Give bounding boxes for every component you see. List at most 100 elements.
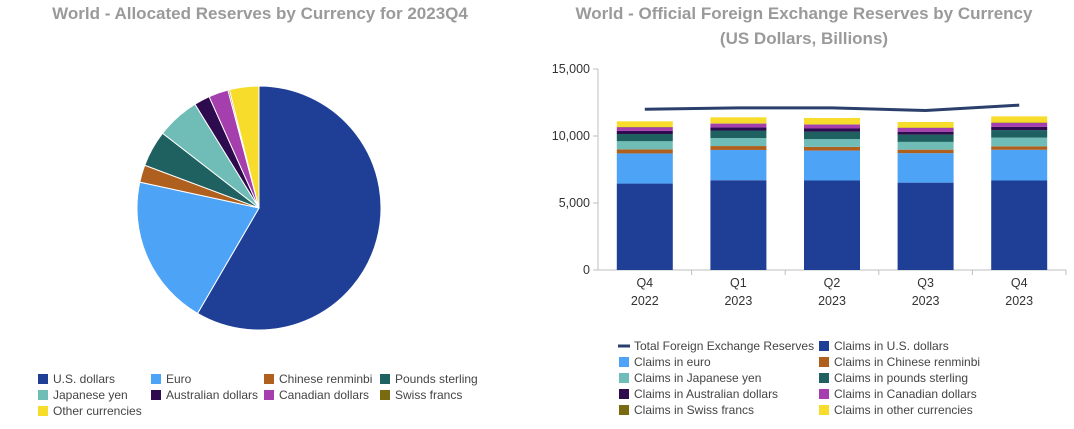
total-reserves-line — [644, 103, 1020, 113]
bar-segment-claims-in-euro — [616, 153, 673, 184]
pie-legend-label: Australian dollars — [166, 388, 258, 402]
pie-legend-label: U.S. dollars — [53, 372, 115, 386]
bar-segment-claims-in-canadian-dollars — [616, 127, 673, 131]
bar-segment-claims-in-australian-dollars — [804, 128, 860, 132]
bar-legend-label: Claims in U.S. dollars — [834, 339, 949, 353]
pie-legend-swatch — [151, 390, 161, 400]
pie-legend: U.S. dollars Euro Chinese renminbi Pounds s… — [38, 372, 478, 418]
pie-slice-u-s-dollars — [196, 85, 382, 331]
bar-segment-claims-in-other-currencies — [616, 121, 673, 127]
bar-segment-claims-in-other-currencies — [991, 116, 1048, 123]
bar-legend-swatch — [819, 389, 829, 399]
bar-segment-claims-in-u-s-dollars — [616, 183, 673, 270]
bar-segment-claims-in-canadian-dollars — [804, 124, 860, 129]
pie-legend-swatch — [38, 390, 48, 400]
bar-legend-swatch — [619, 357, 629, 367]
bar-legend-item-claims-in-pounds-sterling: Claims in pounds sterling — [819, 371, 968, 385]
pie-legend-label: Chinese renminbi — [279, 372, 372, 386]
pie-legend-label: Swiss francs — [395, 388, 462, 402]
bar-segment-claims-in-chinese-renminbi — [991, 146, 1048, 150]
bar-legend-label: Claims in pounds sterling — [834, 371, 968, 385]
pie-legend-swatch — [38, 374, 48, 384]
bar-legend-label: Claims in Chinese renminbi — [834, 355, 980, 369]
pie-legend-label: Pounds sterling — [395, 372, 478, 386]
bar-chart-title: World - Official Foreign Exchange Reserv… — [576, 4, 1033, 23]
bar-segment-claims-in-pounds-sterling — [710, 130, 767, 139]
bar-segment-claims-in-euro — [991, 149, 1048, 181]
bar-segment-claims-in-other-currencies — [710, 117, 767, 124]
pie-slice-other-currencies — [228, 85, 260, 209]
x-tick-label-year: 2023 — [912, 294, 940, 308]
bar-segment-claims-in-u-s-dollars — [710, 180, 767, 270]
y-tick-label: 10,000 — [552, 129, 590, 143]
bar-legend-swatch — [619, 373, 629, 383]
bar-segment-claims-in-canadian-dollars — [897, 127, 954, 132]
bar-segment-claims-in-other-currencies — [897, 122, 954, 128]
pie-legend-label: Other currencies — [53, 404, 142, 418]
x-tick-label-year: 2022 — [631, 294, 659, 308]
bar-segment-claims-in-australian-dollars — [897, 131, 954, 135]
pie-legend-item-australian-dollars: Australian dollars — [151, 388, 258, 402]
bar-segment-claims-in-japanese-yen — [710, 138, 767, 147]
bar-segment-claims-in-u-s-dollars — [897, 182, 954, 270]
x-tick-label-year: 2023 — [1005, 294, 1033, 308]
bar-legend-label: Claims in other currencies — [834, 403, 973, 417]
pie-legend-item-other-currencies: Other currencies — [38, 404, 142, 418]
bar-legend-swatch — [619, 389, 629, 399]
bar-segment-claims-in-japanese-yen — [991, 137, 1048, 147]
bar-segment-claims-in-australian-dollars — [710, 127, 767, 131]
bar-segment-claims-in-japanese-yen — [804, 139, 860, 147]
bar-segment-claims-in-euro — [804, 150, 860, 181]
bar-legend-item-claims-in-japanese-yen: Claims in Japanese yen — [619, 371, 761, 385]
bar-legend-item-claims-in-chinese-renminbi: Claims in Chinese renminbi — [819, 355, 980, 369]
bar-segment-claims-in-japanese-yen — [897, 141, 954, 150]
pie-legend-item-pounds-sterling: Pounds sterling — [380, 372, 478, 386]
bar-legend: Total Foreign Exchange Reserves Claims in… — [618, 339, 980, 417]
pie-legend-swatch — [151, 374, 161, 384]
bar-legend-item-claims-in-euro: Claims in euro — [619, 355, 711, 369]
bar-segment-claims-in-australian-dollars — [991, 126, 1048, 131]
bar-legend-label: Claims in euro — [634, 355, 711, 369]
pie-legend-swatch — [380, 390, 390, 400]
y-tick-label: 0 — [583, 263, 590, 277]
pie-slice-euro — [136, 181, 260, 315]
bar-segment-claims-in-pounds-sterling — [897, 134, 954, 142]
bar-segment-claims-in-canadian-dollars — [710, 123, 767, 128]
x-tick-label-quarter: Q4 — [1011, 276, 1028, 290]
bar-chart: 0 5,000 10,000 15,000 Q4 2022 Q1 2023 Q2 2023 Q3 20… — [552, 62, 1067, 308]
bar-legend-swatch — [819, 373, 829, 383]
bar-legend-swatch — [819, 405, 829, 415]
x-tick-label-year: 2023 — [724, 294, 752, 308]
bar-legend-swatch — [619, 405, 629, 415]
bar-segment-claims-in-u-s-dollars — [804, 180, 860, 270]
bar-segment-claims-in-pounds-sterling — [991, 130, 1048, 138]
pie-legend-label: Euro — [166, 372, 192, 386]
pie-chart — [136, 85, 382, 331]
bar-segment-claims-in-other-currencies — [804, 117, 860, 125]
bar-legend-label: Total Foreign Exchange Reserves — [634, 339, 814, 353]
x-tick-label-quarter: Q3 — [917, 276, 934, 290]
x-tick-label-quarter: Q4 — [636, 276, 653, 290]
bar-chart-subtitle: (US Dollars, Billions) — [720, 29, 888, 48]
bar-segment-claims-in-chinese-renminbi — [897, 149, 954, 154]
y-tick-label: 5,000 — [559, 196, 590, 210]
pie-chart-title: World - Allocated Reserves by Currency f… — [52, 4, 468, 23]
bar-legend-label: Claims in Swiss francs — [634, 403, 754, 417]
bar-legend-item-claims-in-swiss-francs: Claims in Swiss francs — [619, 403, 754, 417]
pie-legend-swatch — [264, 374, 274, 384]
pie-legend-item-japanese-yen: Japanese yen — [38, 388, 128, 402]
bar-legend-label: Claims in Canadian dollars — [834, 387, 977, 401]
bar-legend-swatch — [819, 341, 829, 351]
pie-legend-label: Canadian dollars — [279, 388, 369, 402]
x-tick-label-year: 2023 — [818, 294, 846, 308]
bar-segment-claims-in-canadian-dollars — [991, 122, 1048, 127]
pie-legend-swatch — [380, 374, 390, 384]
x-tick-label-quarter: Q2 — [824, 276, 841, 290]
bar-segment-claims-in-chinese-renminbi — [804, 146, 860, 151]
pie-legend-label: Japanese yen — [53, 388, 128, 402]
pie-legend-item-u-s-dollars: U.S. dollars — [38, 372, 115, 386]
bar-segment-claims-in-pounds-sterling — [616, 133, 673, 142]
bar-legend-label: Claims in Australian dollars — [634, 387, 778, 401]
y-tick-label: 15,000 — [552, 62, 590, 76]
